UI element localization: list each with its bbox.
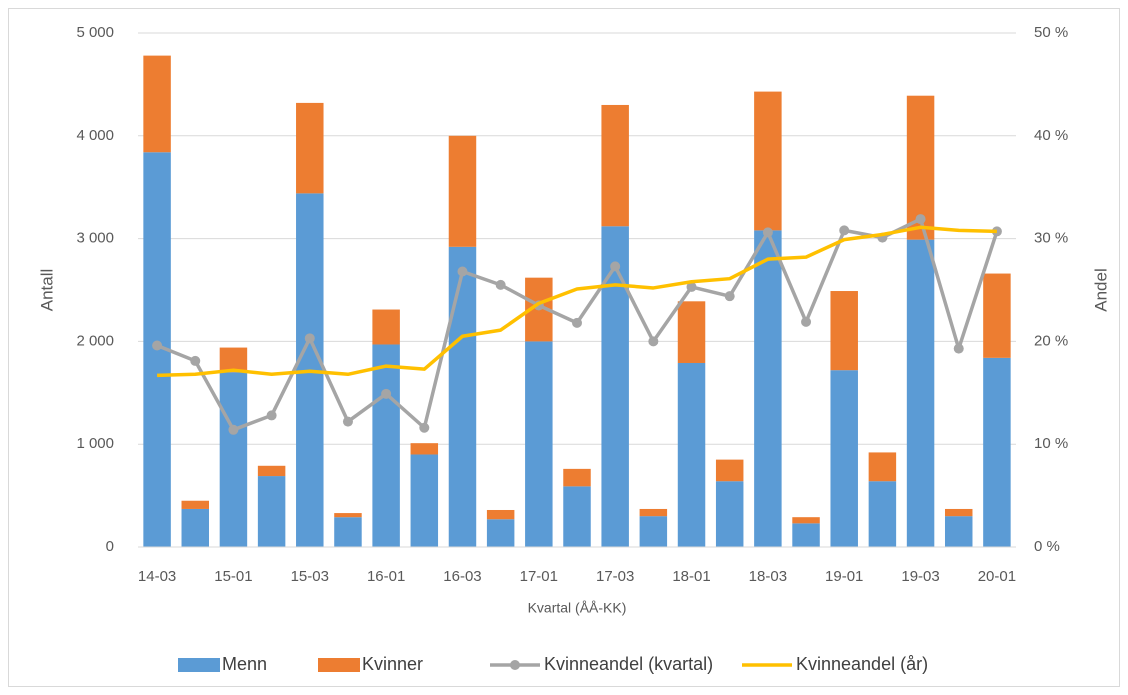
line-marker	[419, 422, 430, 433]
bar-segment	[715, 481, 744, 547]
y2-tick-label: 10 %	[1034, 435, 1068, 452]
bar-segment	[563, 486, 591, 547]
y2-tick-label: 40 %	[1034, 127, 1068, 144]
bar-segment	[830, 370, 858, 547]
line-marker	[457, 266, 468, 277]
bar-segment	[601, 104, 629, 227]
line-marker	[228, 424, 239, 435]
x-tick-label: 16-01	[367, 568, 405, 585]
x-tick-label: 19-01	[825, 568, 863, 585]
bar-segment	[219, 372, 248, 547]
x-tick-label: 14-03	[138, 568, 176, 585]
bar-segment	[257, 476, 286, 547]
line-marker	[610, 261, 621, 272]
chart-frame	[8, 8, 1120, 687]
bar-segment	[410, 443, 439, 455]
x-tick-label: 18-01	[672, 568, 710, 585]
bar-segment	[715, 459, 744, 482]
line-marker	[801, 316, 812, 327]
x-tick-label: 17-01	[520, 568, 558, 585]
bar-segment	[525, 341, 553, 547]
line-marker	[762, 227, 773, 238]
x-tick-label: 16-03	[443, 568, 481, 585]
bar-segment	[944, 508, 973, 517]
bar-segment	[906, 239, 935, 548]
bar-segment	[563, 468, 591, 487]
bar-segment	[181, 508, 210, 547]
bar-segment	[448, 135, 477, 247]
line-marker	[686, 281, 697, 292]
bar-segment	[334, 513, 362, 518]
y2-tick-label: 30 %	[1034, 230, 1068, 247]
bar-segment	[257, 465, 286, 477]
bar-segment	[868, 481, 897, 547]
legend-label: Kvinneandel (år)	[796, 654, 928, 674]
line-marker	[648, 336, 659, 347]
line-marker	[342, 416, 353, 427]
y2-tick-label: 50 %	[1034, 24, 1068, 41]
bar-segment	[830, 291, 858, 371]
bar-segment	[181, 500, 210, 509]
legend-swatch	[318, 658, 360, 672]
bar-segment	[868, 452, 897, 482]
y2-tick-label: 20 %	[1034, 332, 1068, 349]
y2-axis-label: Andel	[1091, 268, 1110, 311]
bar-segment	[410, 454, 439, 547]
line-marker	[953, 343, 964, 354]
bar-segment	[372, 309, 400, 345]
y-tick-label: 0	[106, 538, 114, 555]
bar-segment	[983, 273, 1011, 358]
line-marker	[495, 279, 506, 290]
x-tick-label: 15-01	[214, 568, 252, 585]
bar-segment	[677, 362, 706, 547]
line-marker	[152, 340, 163, 351]
y-tick-label: 4 000	[76, 127, 114, 144]
legend-swatch	[178, 658, 220, 672]
line-marker	[304, 333, 315, 344]
bar-segment	[372, 344, 400, 547]
x-tick-label: 20-01	[978, 568, 1016, 585]
line-marker	[190, 355, 201, 366]
legend-label: Kvinneandel (kvartal)	[544, 654, 713, 674]
line-marker	[381, 388, 392, 399]
line-series	[157, 225, 997, 378]
bar-segment	[143, 55, 171, 153]
line-marker	[572, 317, 582, 328]
bar-segment	[754, 91, 782, 231]
bar-segment	[677, 301, 706, 363]
bar-segment	[334, 517, 362, 547]
line-marker	[724, 291, 735, 302]
legend-label: Kvinner	[362, 654, 423, 674]
x-tick-label: 18-03	[749, 568, 787, 585]
line-marker	[266, 410, 277, 421]
x-tick-label: 17-03	[596, 568, 634, 585]
line-marker	[839, 225, 850, 236]
y-axis-label: Antall	[37, 269, 56, 312]
bar-segment	[219, 347, 248, 373]
y2-tick-label: 0 %	[1034, 538, 1060, 555]
bar-segment	[486, 509, 515, 520]
bar-segment	[983, 357, 1011, 547]
bar-segment	[944, 516, 973, 547]
bar-segment	[448, 246, 477, 547]
bar-segment	[792, 523, 820, 547]
legend-label: Menn	[222, 654, 267, 674]
y-tick-label: 2 000	[76, 332, 114, 349]
bar-segment	[754, 230, 782, 547]
y-tick-label: 5 000	[76, 24, 114, 41]
bar-segment	[486, 519, 515, 547]
bar-segment	[601, 226, 629, 547]
y-tick-label: 1 000	[76, 435, 114, 452]
y-tick-label: 3 000	[76, 230, 114, 247]
x-axis-label: Kvartal (ÅÅ-KK)	[528, 600, 627, 616]
bar-segment	[792, 517, 820, 524]
bar-segment	[639, 516, 668, 547]
bar-segment	[639, 508, 668, 517]
legend-marker	[510, 660, 520, 670]
line-marker	[915, 214, 926, 225]
x-tick-label: 15-03	[291, 568, 329, 585]
x-tick-label: 19-03	[901, 568, 939, 585]
bar-segment	[296, 102, 324, 194]
